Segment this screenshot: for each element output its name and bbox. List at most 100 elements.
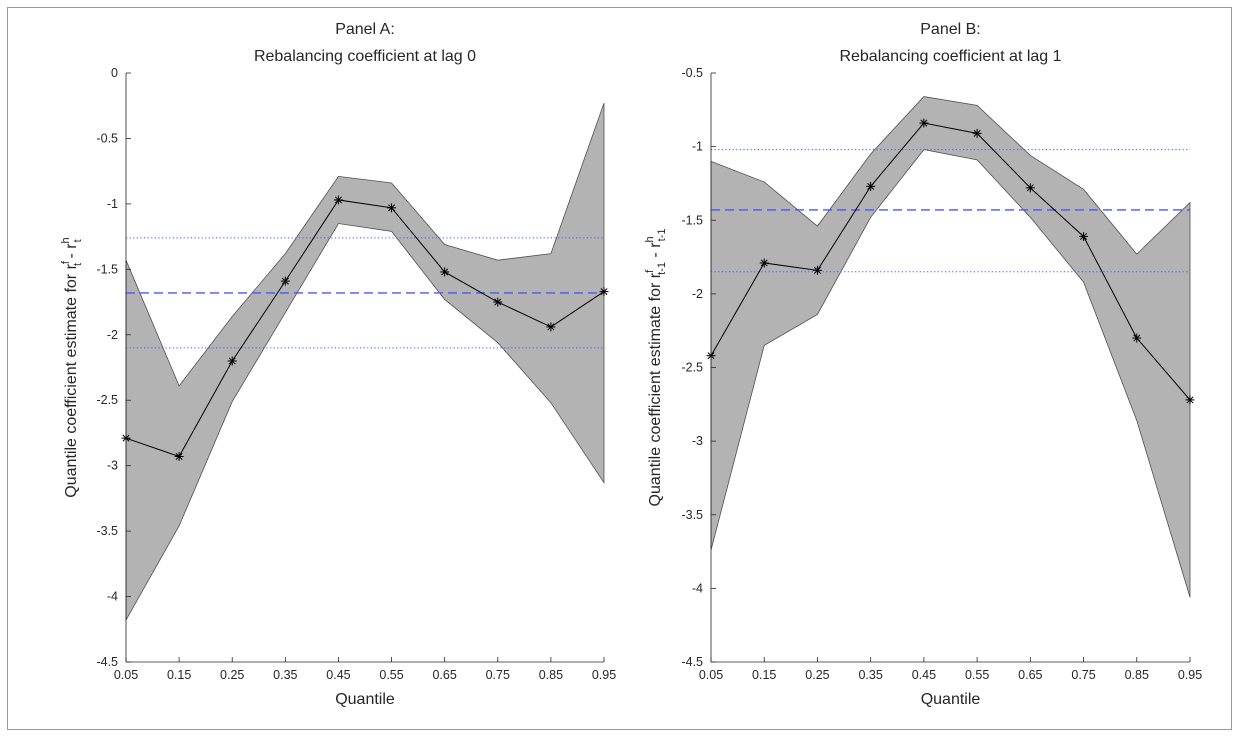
panel-subtitle: Rebalancing coefficient at lag 0 xyxy=(254,48,476,65)
marker-stroke xyxy=(228,357,236,365)
y-tick-label: -2 xyxy=(692,287,703,301)
panel-a: 0 -0.5 -1 -1.5 -2 -2.5 -3 -3.5 -4 -4.50.05 0.15 0.2… xyxy=(60,21,616,708)
y-tick-label: -2 xyxy=(107,328,118,342)
y-tick-label: -0.5 xyxy=(96,131,118,145)
marker-stroke xyxy=(1133,334,1141,342)
panel-subtitle: Rebalancing coefficient at lag 1 xyxy=(839,48,1061,65)
y-tick-label: -1 xyxy=(692,140,703,154)
ylabel-sup: f xyxy=(60,260,72,264)
ylabel-text: Quantile coefficient estimate for r xyxy=(647,272,664,506)
x-tick-label: 0.35 xyxy=(273,668,297,682)
marker-stroke xyxy=(175,453,183,461)
estimate-line xyxy=(125,199,605,458)
y-tick-label: -4 xyxy=(692,581,703,595)
marker-stroke xyxy=(441,268,449,276)
x-tick-label: 0.75 xyxy=(486,668,510,682)
estimate-marker xyxy=(1079,231,1089,241)
ylabel-sub: t xyxy=(72,239,84,242)
x-tick-label: 0.25 xyxy=(805,668,829,682)
ylabel-sub: t-1 xyxy=(656,262,668,275)
estimate-marker xyxy=(1185,395,1195,405)
y-tick-label: -2.5 xyxy=(681,361,703,375)
y-tick-label: -3.5 xyxy=(681,508,703,522)
panel-title: Panel B: xyxy=(920,21,980,38)
x-tick-label: 0.05 xyxy=(114,668,138,682)
estimate-marker xyxy=(493,297,503,307)
estimate-marker xyxy=(546,322,556,332)
marker-stroke xyxy=(1026,184,1034,192)
marker-stroke xyxy=(547,323,555,331)
marker-stroke xyxy=(920,119,928,127)
confidence-band xyxy=(710,96,1191,598)
y-axis-label: Quantile coefficient estimate for rft-1 … xyxy=(644,228,668,506)
x-tick-label: 0.65 xyxy=(432,668,456,682)
marker-stroke xyxy=(813,266,821,274)
marker-stroke xyxy=(973,129,981,137)
marker-stroke xyxy=(281,277,289,285)
ylabel-sub: t xyxy=(72,263,84,266)
y-tick-label: -2.5 xyxy=(96,393,118,407)
estimate-marker xyxy=(919,118,929,128)
y-tick-label: -1.5 xyxy=(681,213,703,227)
estimate-line xyxy=(710,122,1191,401)
ylabel-text: - r xyxy=(63,243,80,263)
estimate-marker xyxy=(227,356,237,366)
estimate-marker xyxy=(440,267,450,277)
x-tick-label: 0.95 xyxy=(592,668,616,682)
x-tick-label: 0.85 xyxy=(539,668,563,682)
marker-stroke xyxy=(760,259,768,267)
estimate-marker xyxy=(174,452,184,462)
y-tick-label: -4 xyxy=(107,590,118,604)
y-tick-label: -1.5 xyxy=(96,262,118,276)
confidence-band xyxy=(125,102,605,622)
y-tick-label: -4.5 xyxy=(96,655,118,669)
marker-stroke xyxy=(600,288,608,296)
estimate-marker xyxy=(387,203,397,213)
estimate-marker xyxy=(333,195,343,205)
marker-stroke xyxy=(494,298,502,306)
estimate-marker xyxy=(599,287,609,297)
marker-stroke xyxy=(867,182,875,190)
y-tick-label: -0.5 xyxy=(681,66,703,80)
y-tick-label: -4.5 xyxy=(681,655,703,669)
panel-b: -0.5 -1 -1.5 -2 -2.5 -3 -3.5 -4 -4.50.05 0.15 0.25… xyxy=(644,21,1202,708)
x-tick-label: 0.65 xyxy=(1018,668,1042,682)
ylabel-sup: h xyxy=(60,237,72,243)
x-tick-label: 0.25 xyxy=(220,668,244,682)
ylabel-sup: h xyxy=(644,236,656,242)
x-tick-label: 0.35 xyxy=(858,668,882,682)
ylabel-text: - r xyxy=(647,242,664,262)
estimate-marker xyxy=(759,258,769,268)
estimate-marker xyxy=(972,128,982,138)
x-tick-label: 0.55 xyxy=(379,668,403,682)
marker-stroke xyxy=(388,204,396,212)
y-tick-label: -3 xyxy=(107,459,118,473)
estimate-marker xyxy=(1132,333,1142,343)
x-tick-label: 0.15 xyxy=(752,668,776,682)
marker-stroke xyxy=(1186,396,1194,404)
estimate-marker xyxy=(280,276,290,286)
x-tick-label: 0.75 xyxy=(1071,668,1095,682)
y-tick-label: -1 xyxy=(107,197,118,211)
ylabel-text: Quantile coefficient estimate for r xyxy=(63,263,80,497)
estimate-marker xyxy=(812,265,822,275)
marker-stroke xyxy=(334,196,342,204)
ylabel-sup: f xyxy=(644,269,656,273)
x-tick-label: 0.45 xyxy=(326,668,350,682)
marker-stroke xyxy=(1080,232,1088,240)
x-tick-label: 0.45 xyxy=(912,668,936,682)
estimate-marker xyxy=(866,181,876,191)
estimate-marker xyxy=(1025,183,1035,193)
y-axis-label: Quantile coefficient estimate for rft - … xyxy=(60,237,84,497)
y-tick-label: -3.5 xyxy=(96,524,118,538)
x-tick-label: 0.15 xyxy=(167,668,191,682)
panel-title: Panel A: xyxy=(335,21,395,38)
x-tick-label: 0.85 xyxy=(1125,668,1149,682)
y-tick-label: 0 xyxy=(111,66,118,80)
x-tick-label: 0.95 xyxy=(1178,668,1202,682)
x-axis-label: Quantile xyxy=(921,691,981,708)
x-axis-label: Quantile xyxy=(335,691,395,708)
x-tick-label: 0.05 xyxy=(699,668,723,682)
x-tick-label: 0.55 xyxy=(965,668,989,682)
